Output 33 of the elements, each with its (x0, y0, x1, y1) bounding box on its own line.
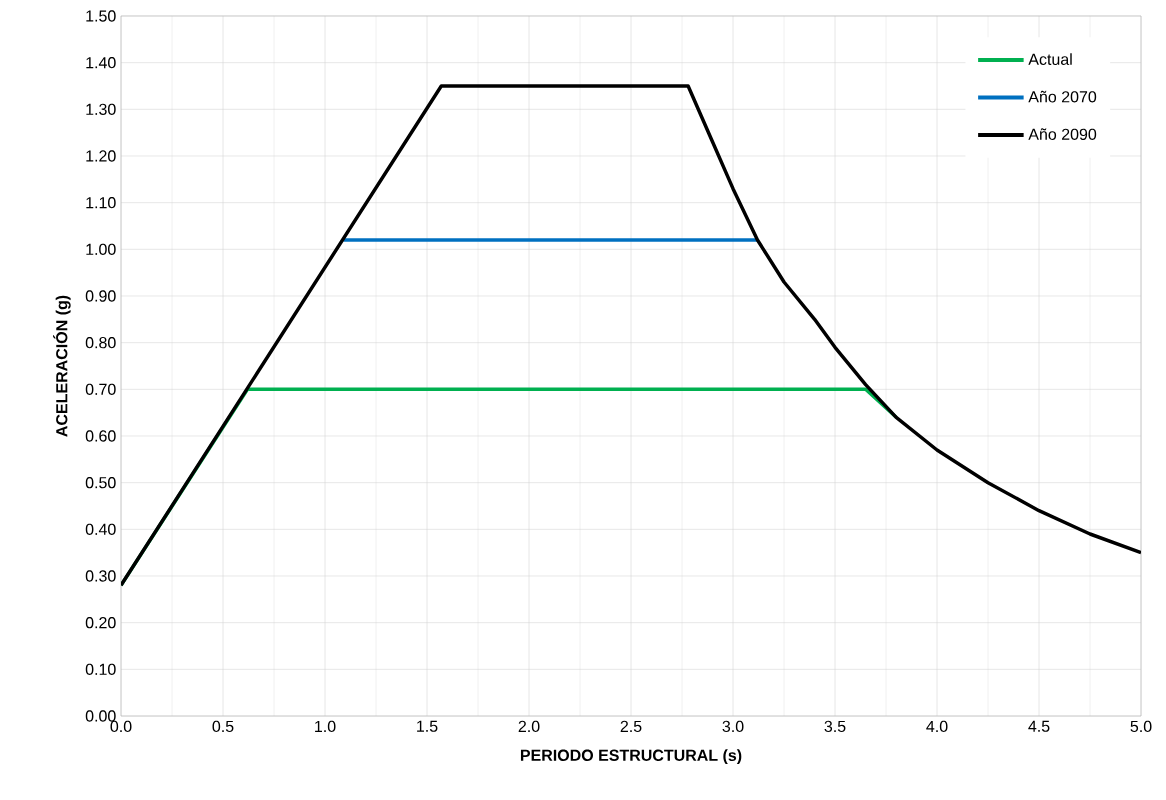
x-axis-title: PERIODO ESTRUCTURAL (s) (520, 749, 742, 765)
x-tick-label: 0.0 (110, 720, 132, 733)
x-tick-label: 3.5 (824, 720, 846, 733)
x-tick-label: 4.5 (1028, 720, 1050, 732)
y-tick-label: 1.20 (86, 150, 116, 162)
y-tick-label: 0.30 (85, 570, 116, 582)
y-tick-label: 0.40 (85, 523, 116, 535)
x-tick-label: 1.0 (315, 720, 336, 733)
y-tick-label: 1.00 (86, 243, 116, 255)
x-tick-label: 2.5 (620, 720, 642, 733)
legend-label: Año 2090 (1028, 128, 1097, 140)
line-series (121, 84, 1142, 588)
x-tick-label: 4.0 (926, 720, 948, 733)
y-tick-label: 0.20 (85, 617, 116, 629)
y-tick-label: 1.30 (86, 103, 116, 115)
y-tick-label: 0.00 (85, 710, 116, 722)
y-axis-title: ACELERACIÓN (g) (53, 295, 71, 437)
x-tick-label: 1.5 (417, 720, 438, 732)
legend-label: Actual (1028, 53, 1072, 65)
y-tick-label: 0.10 (85, 663, 116, 675)
x-tick-label: 2.0 (518, 720, 540, 733)
y-tick-label: 0.80 (85, 337, 116, 349)
y-tick-label: 1.10 (86, 197, 116, 209)
x-tick-label: 5.0 (1130, 720, 1152, 733)
x-tick-label: 3.0 (722, 720, 744, 733)
y-tick-label: 0.60 (85, 430, 116, 442)
y-tick-label: 1.50 (86, 10, 116, 22)
y-tick-label: 1.40 (86, 57, 116, 69)
y-tick-label: 0.70 (85, 383, 116, 395)
legend-label: Año 2070 (1028, 90, 1097, 103)
y-tick-label: 0.90 (85, 290, 116, 302)
y-tick-label: 0.50 (85, 477, 116, 489)
x-tick-label: 0.5 (212, 720, 234, 733)
